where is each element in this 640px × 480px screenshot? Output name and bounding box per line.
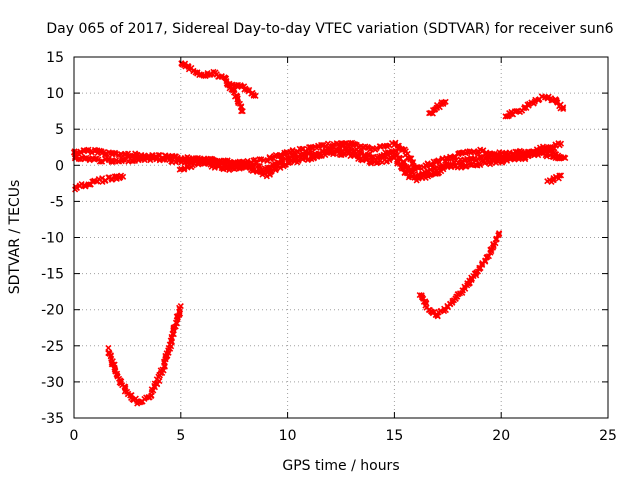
data-point (556, 172, 563, 179)
x-tick-label: 5 (176, 428, 185, 444)
y-tick-label: -25 (41, 339, 64, 355)
data-point (495, 230, 503, 237)
data-point (161, 359, 168, 367)
series-arc-near-zero-c (176, 143, 565, 184)
data-point (177, 303, 184, 310)
y-axis-label: SDTVAR / TECUs (7, 180, 23, 295)
data-point (330, 149, 337, 156)
series-arc-high-midday (426, 98, 449, 117)
y-tick-label: -15 (41, 267, 64, 283)
data-point (560, 105, 567, 113)
series-arc-deep-afternoon (416, 230, 503, 320)
data-point (457, 162, 464, 169)
data-point (105, 344, 112, 352)
grid-lines (74, 57, 608, 418)
data-point (477, 265, 484, 272)
x-tick-label: 15 (385, 428, 403, 444)
x-tick-label: 0 (70, 428, 79, 444)
x-tick-label: 10 (279, 428, 297, 444)
x-axis-label: GPS time / hours (282, 458, 399, 474)
data-point (557, 140, 565, 147)
chart-title: Day 065 of 2017, Sidereal Day-to-day VTE… (46, 21, 613, 37)
data-point (109, 361, 117, 368)
data-point (281, 161, 288, 168)
data-point (120, 173, 127, 180)
series-arc-early-negative (72, 172, 127, 193)
data-point (172, 319, 179, 326)
x-tick-label: 20 (492, 428, 510, 444)
data-point (101, 151, 109, 158)
data-point (463, 163, 470, 170)
data-point (150, 387, 157, 394)
y-tick-label: 10 (46, 86, 64, 102)
data-point (485, 253, 492, 260)
y-tick-label: 5 (55, 122, 64, 138)
y-tick-label: -5 (50, 194, 64, 210)
data-point (122, 383, 129, 390)
data-point (238, 108, 245, 115)
data-point (143, 155, 150, 162)
data-point (398, 165, 406, 172)
data-point (554, 99, 561, 106)
data-point (493, 235, 500, 242)
series-arc-late-negative (544, 172, 565, 185)
data-point (81, 182, 89, 190)
data-point (252, 92, 259, 100)
data-point (363, 157, 370, 164)
y-tick-label: -20 (41, 303, 64, 319)
data-point (373, 144, 380, 152)
y-tick-label: -10 (41, 231, 64, 247)
y-axis-ticks: 15 10 5 0 -5 -10 -15 -20 -25 -30 -35 (41, 50, 608, 427)
data-point (112, 367, 119, 374)
data-point (323, 149, 330, 156)
data-point (557, 155, 565, 162)
data-point (214, 163, 221, 170)
data-point (442, 98, 449, 105)
data-point (168, 335, 175, 342)
series-arc-high-late (502, 93, 567, 120)
data-point (75, 156, 82, 163)
y-tick-label: 0 (55, 158, 64, 174)
data-point (560, 104, 567, 111)
data-point (239, 108, 246, 115)
data-point (156, 377, 163, 385)
x-tick-label: 25 (599, 428, 617, 444)
data-series (70, 60, 569, 407)
series-arc-high-morning-2 (226, 81, 259, 100)
y-tick-label: 15 (46, 50, 64, 66)
y-tick-label: -35 (41, 411, 64, 427)
x-axis-ticks: 0 5 10 15 20 25 (70, 57, 617, 444)
data-point (507, 155, 514, 162)
y-tick-label: -30 (41, 375, 64, 391)
data-point (548, 97, 555, 104)
data-point (557, 172, 565, 179)
series-arc-deep-morning (105, 303, 184, 407)
series-arc-high-morning (178, 60, 246, 115)
data-point (114, 372, 121, 379)
